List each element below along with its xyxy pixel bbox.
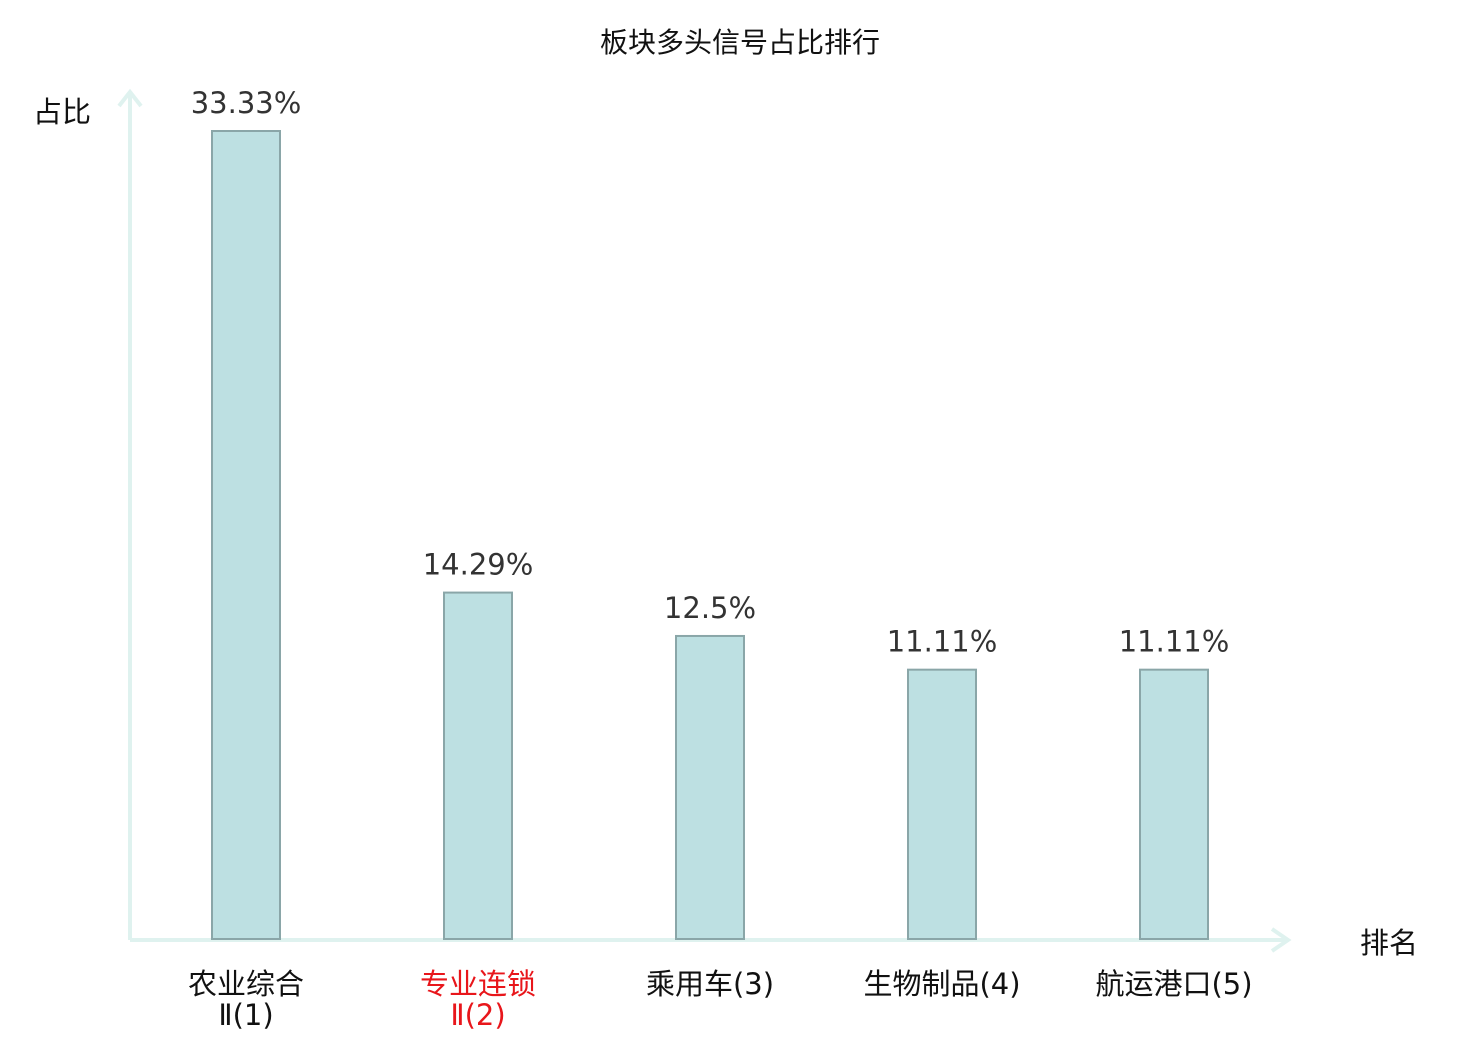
bar [1139,668,1209,941]
x-axis-label: 排名 [1360,926,1418,960]
category-label: 农业综合 [188,967,304,1001]
bar [907,668,977,941]
chart-title: 板块多头信号占比排行 [600,26,880,59]
category-label: 生物制品(4) [863,967,1020,1001]
value-label: 11.11% [887,625,998,659]
y-axis-label: 占比 [33,95,91,129]
x-axis-arrow-icon [1270,927,1292,953]
category-label: 专业连锁 [420,967,536,1001]
category-label: 乘用车(3) [646,967,774,1001]
bar [211,130,281,940]
value-label: 33.33% [191,86,302,120]
y-axis-arrow-icon [117,88,143,108]
category-label: 航运港口(5) [1095,967,1252,1001]
value-label: 14.29% [423,548,534,582]
category-rank-label: Ⅱ(1) [218,998,273,1032]
bar [675,634,745,941]
value-label: 11.11% [1119,625,1230,659]
bar [443,591,513,940]
value-label: 12.5% [664,591,756,625]
category-rank-label: Ⅱ(2) [450,998,505,1032]
